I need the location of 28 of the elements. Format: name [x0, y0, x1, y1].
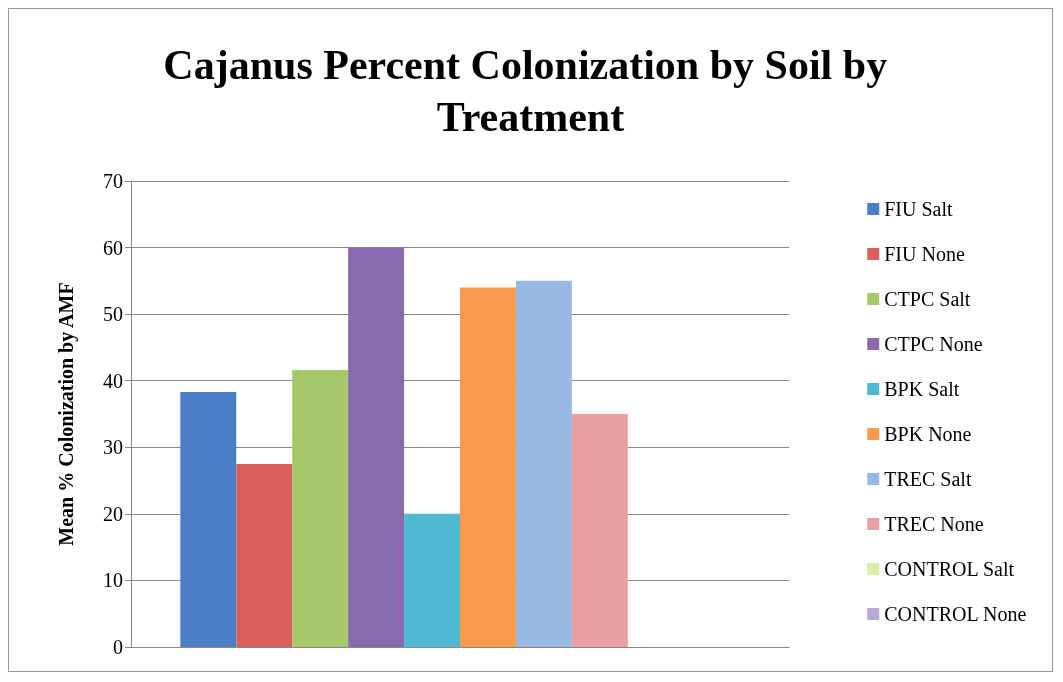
- legend-label: CTPC Salt: [884, 288, 971, 310]
- legend-label: BPK Salt: [884, 378, 960, 400]
- bar: [515, 280, 572, 647]
- legend-label: CONTROL None: [884, 603, 1027, 625]
- legend-label: CONTROL Salt: [884, 558, 1015, 580]
- legend-label: TREC None: [884, 513, 984, 535]
- y-tick-label: 20: [103, 502, 123, 525]
- bar: [180, 392, 237, 647]
- bar: [404, 513, 460, 647]
- bar: [460, 287, 516, 647]
- bar: [292, 370, 349, 647]
- legend-label: TREC Salt: [884, 468, 972, 490]
- legend-label: FIU None: [884, 243, 965, 265]
- y-tick-label: 30: [103, 436, 123, 459]
- legend-label: BPK None: [884, 423, 972, 445]
- bar: [236, 463, 293, 647]
- y-tick-label: 40: [103, 369, 123, 392]
- y-tick-label: 0: [113, 636, 123, 658]
- y-tick-label: 60: [103, 236, 123, 259]
- y-tick-label: 50: [103, 303, 123, 326]
- y-tick-label: 10: [103, 569, 123, 592]
- y-axis-title: Mean % Colonization by AMF: [55, 282, 78, 546]
- legend-label: FIU Salt: [884, 198, 954, 220]
- bar: [348, 247, 405, 647]
- y-tick-label: 70: [103, 170, 123, 192]
- legend-label: CTPC None: [884, 333, 983, 355]
- bar: [571, 414, 628, 647]
- chart-title: Cajanus Percent Colonization by Soil by Treatment: [163, 42, 898, 140]
